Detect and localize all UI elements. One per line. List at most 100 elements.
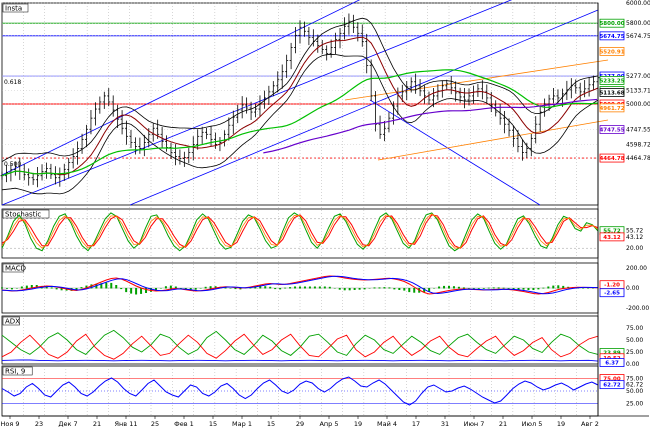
- macd-histogram-bar: [120, 288, 123, 290]
- macd-histogram-bar: [398, 288, 401, 290]
- x-tick-label: 15: [209, 420, 217, 428]
- x-tick-label: 21: [93, 420, 101, 428]
- macd-histogram-bar: [5, 288, 8, 289]
- adx-minus-di: [1, 333, 599, 360]
- macd-histogram-bar: [532, 288, 535, 290]
- macd-title-box: [2, 263, 25, 273]
- macd-histogram-bar: [323, 286, 326, 289]
- x-tick-label: 15: [267, 420, 275, 428]
- price-tag-4-box: [599, 76, 625, 85]
- rsi-tick: 25.00: [626, 401, 643, 408]
- macd-histogram-bar: [30, 285, 33, 289]
- adx-tag-2-box: [599, 358, 625, 367]
- macd-histogram-bar: [373, 287, 376, 289]
- macd-histogram-bar: [413, 288, 416, 293]
- stochastic-title: Stochastic: [5, 211, 41, 219]
- macd-histogram-bar: [522, 288, 525, 290]
- stoch-tag-k: 55.72: [603, 229, 621, 235]
- stoch-tick: 20.00: [626, 245, 643, 252]
- trend-line: [129, 9, 599, 206]
- price-tag-10: 4464.78: [599, 156, 624, 162]
- macd-histogram-bar: [294, 286, 297, 289]
- price-tag-1-box: [599, 31, 625, 41]
- macd-histogram-bar: [1, 287, 3, 289]
- macd-histogram-bar: [45, 286, 48, 289]
- price-tag-2: 5520.91: [599, 49, 624, 55]
- macd-histogram-bar: [145, 288, 148, 293]
- macd-histogram-bar: [363, 288, 366, 290]
- x-tick-label: 21: [499, 420, 507, 428]
- x-tick-label: Июн 7: [464, 420, 485, 428]
- trend-line: [369, 99, 541, 206]
- macd-histogram-bar: [308, 286, 311, 289]
- macd-histogram-bar: [482, 288, 485, 289]
- macd-histogram-bar: [512, 288, 515, 290]
- rsi-tick: 50.00: [626, 388, 643, 395]
- price-tick: 5277.00: [626, 73, 650, 80]
- macd-histogram-bar: [592, 288, 595, 289]
- price-tick: 4747.55: [626, 126, 650, 133]
- fib-label-0618: 0.618: [4, 79, 21, 86]
- macd-histogram-bar: [264, 286, 267, 289]
- x-tick-label: Апр 5: [319, 420, 338, 428]
- macd-histogram-bar: [169, 285, 172, 289]
- macd-histogram-bar: [333, 288, 336, 289]
- stoch-tick: 55.72: [626, 228, 643, 235]
- fib-label-0500: 0.500: [4, 161, 21, 168]
- price-tag-2-box: [599, 46, 625, 56]
- macd-histogram-bar: [125, 288, 128, 293]
- macd-histogram-bar: [135, 288, 138, 295]
- macd-histogram-bar: [199, 288, 202, 289]
- macd-histogram-bar: [214, 286, 217, 289]
- macd-histogram-bar: [25, 285, 28, 289]
- x-tick-label: Фев 1: [174, 420, 194, 428]
- x-tick-label: 29: [296, 420, 304, 428]
- macd-histogram-bar: [318, 286, 321, 289]
- price-tag-8: 4961.72: [599, 106, 624, 112]
- price-tick: 5133.71: [626, 87, 650, 94]
- macd-title: MACD: [5, 265, 26, 273]
- macd-histogram-bar: [194, 288, 197, 290]
- x-tick-label: Май 4: [377, 420, 397, 428]
- macd-histogram-bar: [55, 288, 58, 290]
- x-axis: Ноя 9 23 Дек 7 21 Янв 11 25 Фев 1 15 Мар 1 15 29 Ап…: [1, 3, 649, 428]
- rsi-title-box: [2, 366, 33, 376]
- macd-tag-1: -2.65: [604, 291, 620, 297]
- macd-histogram-bar: [10, 288, 13, 290]
- macd-histogram-bar: [179, 288, 182, 289]
- macd-histogram-bar: [348, 288, 351, 291]
- macd-histogram-bar: [20, 286, 23, 289]
- macd-histogram-bar: [562, 285, 565, 289]
- price-title: Insta: [5, 5, 22, 13]
- stochastic-title-box: [2, 209, 50, 219]
- macd-tick: 200.00: [626, 265, 647, 272]
- macd-histogram-bar: [517, 288, 520, 290]
- price-title-box: [2, 3, 29, 13]
- adx-tick: 75.00: [626, 325, 643, 332]
- macd-histogram-bar: [289, 287, 292, 289]
- x-tick-label: 19: [354, 420, 362, 428]
- macd-tag-0: -1.20: [604, 283, 620, 289]
- macd-histogram-bar: [403, 288, 406, 291]
- macd-histogram-bar: [239, 288, 242, 290]
- price-tag-8-box: [599, 103, 625, 113]
- macd-signal-line: [1, 275, 599, 295]
- moving-average-mid: [1, 69, 599, 177]
- trend-line: [1, 0, 361, 176]
- macd-histogram-bar: [497, 287, 500, 289]
- price-tag-6-box: [599, 88, 625, 97]
- price-tag-0-box: [599, 18, 625, 28]
- macd-histogram-bar: [150, 288, 152, 292]
- price-tick: 4598.72: [626, 142, 650, 149]
- rsi-tag-value: 62.72: [603, 383, 621, 389]
- macd-histogram-bar: [448, 285, 450, 289]
- price-tag-4: 5233.25: [599, 78, 624, 84]
- macd-histogram-bar: [452, 286, 455, 289]
- macd-tag-1-box: [599, 288, 625, 298]
- x-tick-label: Дек 7: [58, 420, 77, 428]
- adx-tick: 25.00: [626, 349, 643, 356]
- macd-histogram-bar: [85, 285, 88, 289]
- price-tick: 6000.00: [626, 0, 650, 7]
- trend-line: [1, 0, 513, 206]
